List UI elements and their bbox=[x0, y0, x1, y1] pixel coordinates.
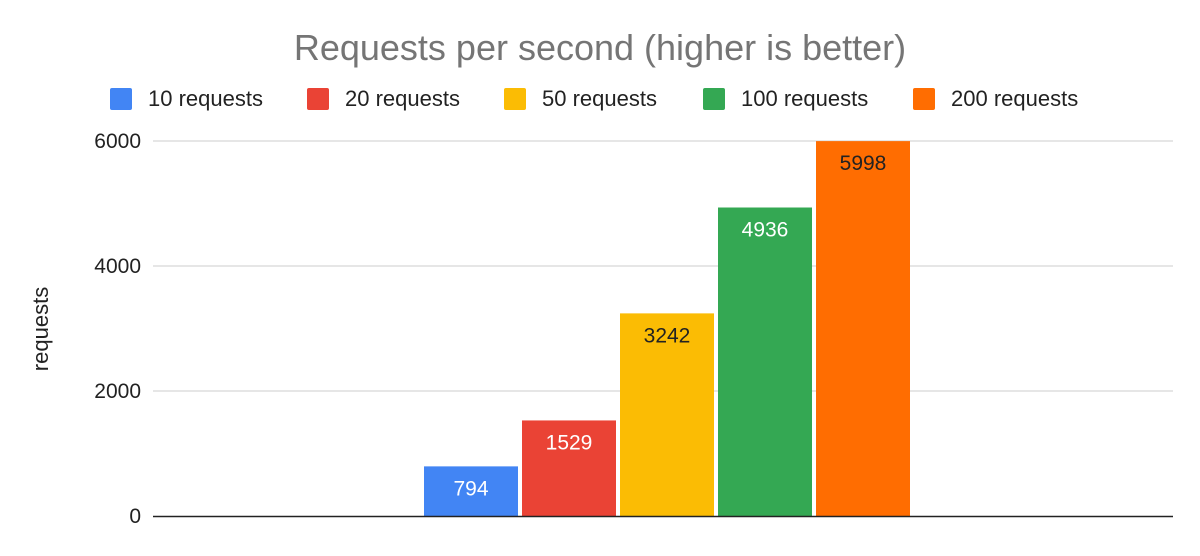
legend-swatch bbox=[913, 88, 935, 110]
y-tick-label: 2000 bbox=[94, 380, 141, 403]
legend-label: 20 requests bbox=[345, 86, 460, 111]
bar-value-label: 3242 bbox=[644, 324, 691, 347]
bars bbox=[424, 141, 910, 516]
y-tick-label: 0 bbox=[129, 505, 141, 528]
bar-value-label: 5998 bbox=[840, 152, 887, 175]
bar bbox=[522, 420, 616, 516]
chart-title: Requests per second (higher is better) bbox=[294, 27, 906, 68]
legend-swatch bbox=[703, 88, 725, 110]
bar bbox=[424, 466, 518, 516]
bar bbox=[718, 207, 812, 516]
bar bbox=[620, 313, 714, 516]
legend-label: 50 requests bbox=[542, 86, 657, 111]
legend-swatch bbox=[110, 88, 132, 110]
value-labels: 794 1529 3242 4936 5998 bbox=[453, 152, 886, 500]
legend-label: 10 requests bbox=[148, 86, 263, 111]
y-tick-label: 6000 bbox=[94, 130, 141, 153]
y-axis-ticks: 0 2000 4000 6000 bbox=[94, 130, 141, 528]
legend: 10 requests 20 requests 50 requests 100 req… bbox=[110, 86, 1078, 111]
bar-value-label: 794 bbox=[453, 477, 488, 500]
legend-swatch bbox=[307, 88, 329, 110]
legend-label: 100 requests bbox=[741, 86, 868, 111]
bar bbox=[816, 141, 910, 516]
bar-value-label: 4936 bbox=[742, 219, 789, 242]
legend-label: 200 requests bbox=[951, 86, 1078, 111]
y-axis-label: requests bbox=[28, 287, 53, 371]
legend-swatch bbox=[504, 88, 526, 110]
y-tick-label: 4000 bbox=[94, 255, 141, 278]
bar-value-label: 1529 bbox=[546, 431, 593, 454]
